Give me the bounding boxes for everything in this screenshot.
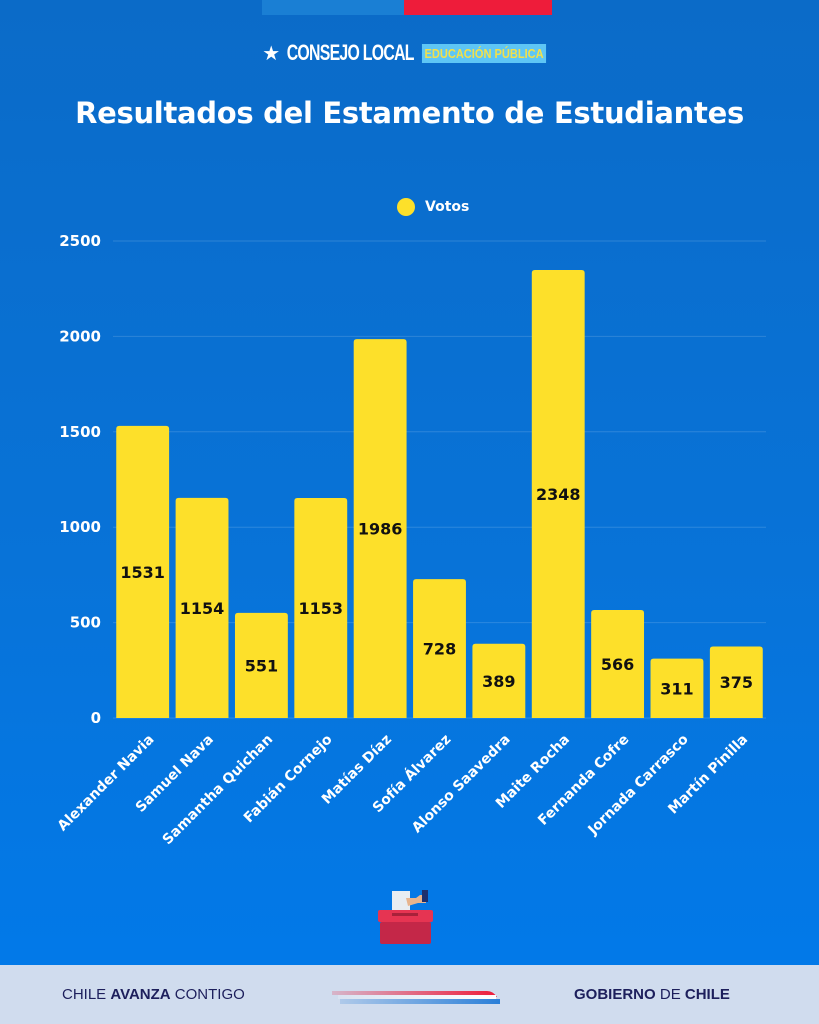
bar [294,498,348,718]
flag-stripes-icon [332,991,500,1004]
footer-slogan-bold: AVANZA [110,986,171,1003]
footer-government: GOBIERNO DE CHILE [574,986,730,1003]
footer-slogan-part2: CONTIGO [170,986,245,1003]
bar [234,612,288,718]
bar-value-label: 311 [660,679,693,698]
bar-value-label: 2348 [536,485,581,504]
bar-value-label: 728 [423,640,456,659]
bar-value-label: 551 [245,656,278,675]
star-icon: ★ [262,41,281,65]
bar-value-label: 1154 [180,599,225,618]
bar [175,497,229,718]
x-tick-label: Alexander Navia [55,732,158,835]
footer-gov-mid: DE [655,986,685,1003]
x-tick-label: Jornada Carrasco [585,731,693,839]
bar [591,610,645,718]
bar [709,646,763,718]
x-tick-label: Alonso Saavedra [409,732,514,837]
top-stripe-blue [262,0,404,15]
bar-value-label: 566 [601,655,634,674]
y-tick-label: 500 [70,614,101,632]
top-stripe-red [404,0,552,15]
ballot-box-icon [378,890,433,944]
footer-gov-bold1: GOBIERNO [574,986,656,1003]
bar-value-label: 1986 [358,520,403,539]
bar-value-label: 1153 [299,599,344,618]
bar [650,658,704,718]
bar [116,425,170,718]
bar [353,339,407,718]
y-tick-label: 1500 [59,423,101,441]
y-tick-label: 1000 [59,518,101,536]
bar-chart: 0 500 1000 1500 2000 2500 1531 Alexander Navia 1… [55,232,763,849]
legend-swatch [397,198,415,216]
bar-value-label: 1531 [120,563,165,582]
brand-tag: EDUCACIÓN PÚBLICA [421,43,546,63]
y-tick-label: 0 [91,709,101,727]
footer-slogan: CHILE AVANZA CONTIGO [62,986,245,1003]
chart-legend: Votos [397,198,469,216]
bar-value-label: 389 [482,672,515,691]
x-tick-label: Samantha Quichan [160,732,277,849]
footer: CHILE AVANZA CONTIGO GOBIERNO DE CHILE [0,965,819,1024]
y-tick-label: 2000 [59,327,101,345]
bar [413,579,466,718]
chart-title: Resultados del Estamento de Estudiantes [75,96,744,130]
footer-slogan-part1: CHILE [62,986,111,1003]
bar-value-label: 375 [720,673,753,692]
footer-gov-bold2: CHILE [684,986,730,1003]
y-tick-label: 2500 [59,232,101,250]
brand-logo: ★ CONSEJO LOCAL EDUCACIÓN PÚBLICA [0,40,819,66]
legend-label: Votos [425,199,470,215]
brand-name: CONSEJO LOCAL [286,40,415,65]
bar [531,270,585,718]
bar [472,643,526,718]
